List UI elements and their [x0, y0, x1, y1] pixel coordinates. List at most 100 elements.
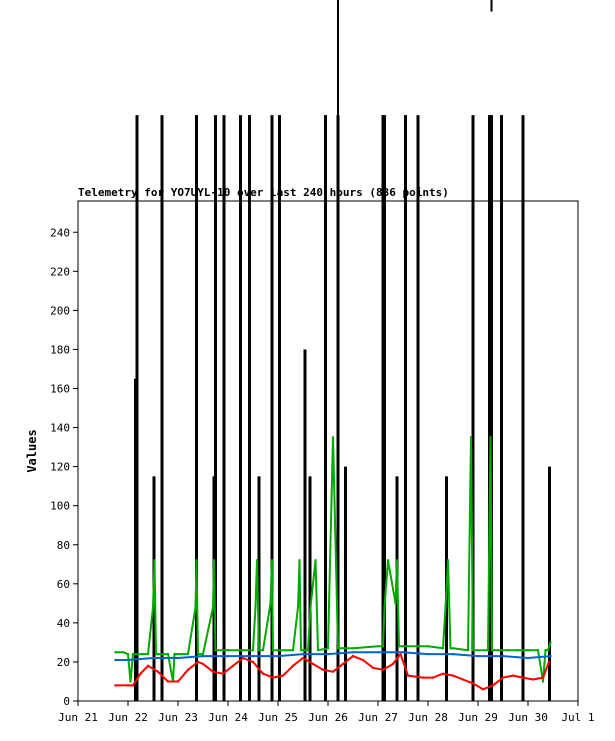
series-point-2	[526, 656, 530, 660]
series-point-1	[416, 645, 420, 648]
series-point-1	[196, 652, 200, 656]
series-point-3	[271, 676, 275, 679]
series-point-1	[466, 649, 470, 652]
series-point-1	[166, 652, 170, 656]
series-point-3	[146, 664, 150, 668]
x-tick-label: Jun 29	[458, 711, 498, 724]
series-point-3	[511, 674, 515, 677]
series-point-3	[231, 664, 235, 668]
series-point-1	[141, 652, 145, 656]
axes: 0 20 40 60 80 100 120 140 160 180 200 220 240 Jun 21 J…	[50, 226, 594, 724]
series-point-3	[521, 676, 525, 679]
series-point-3	[541, 676, 545, 679]
series-point-3	[471, 682, 475, 685]
series-point-1	[536, 649, 540, 652]
y-tick-label: 0	[63, 695, 70, 708]
series-point-2	[176, 656, 180, 660]
series-point-3	[461, 678, 465, 681]
series-point-1	[486, 649, 490, 652]
series-point-3	[166, 680, 170, 683]
series-point-1	[331, 436, 335, 439]
series-point-3	[381, 668, 385, 671]
series-point-1	[195, 559, 198, 562]
series-point-1	[261, 649, 265, 652]
series-point-1	[154, 652, 158, 656]
series-point-1	[271, 649, 275, 652]
series-point-1	[314, 559, 317, 562]
x-tick-label: Jun 27	[358, 711, 398, 724]
x-tick-label: Jun 28	[408, 711, 448, 724]
series-point-2	[301, 652, 305, 656]
series-point-3	[201, 662, 205, 666]
series-point-1	[394, 602, 397, 605]
y-tick-label: 80	[57, 539, 70, 552]
chart-title: Telemetry for YO7UYL-10 over last 240 ho…	[78, 186, 449, 199]
x-tick-label: Jul 1	[561, 711, 594, 724]
y-tick-label: 100	[50, 500, 70, 513]
x-tick-label: Jun 24	[208, 711, 248, 724]
series-point-1	[304, 649, 307, 652]
series-point-3	[251, 660, 255, 664]
x-tick-label: Jun 25	[258, 711, 298, 724]
series-point-1	[298, 559, 301, 562]
series-point-1	[146, 652, 150, 656]
series-point-1	[270, 559, 274, 562]
series-point-1	[376, 645, 380, 648]
series-point-3	[176, 680, 180, 683]
series-point-3	[421, 676, 425, 679]
series-point-2	[251, 654, 255, 658]
series-point-2	[426, 652, 430, 656]
series-point-3	[301, 656, 305, 660]
series-point-3	[451, 674, 455, 677]
series-point-1	[446, 559, 450, 562]
series-point-1	[257, 649, 261, 652]
series-point-1	[269, 602, 272, 605]
series-point-1	[397, 645, 401, 648]
series-point-1	[492, 649, 496, 652]
series-point-1	[490, 649, 494, 652]
x-tick-label: Jun 22	[108, 711, 148, 724]
series-point-3	[321, 668, 325, 671]
series-point-1	[129, 680, 132, 683]
series-point-1	[296, 606, 300, 609]
y-axis-label: Values	[25, 429, 39, 472]
series-point-3	[391, 662, 395, 666]
series-point-1	[351, 647, 355, 650]
series-point-1	[226, 649, 230, 652]
series-point-1	[383, 606, 386, 609]
y-tick-label: 220	[50, 265, 70, 278]
chart-marks	[114, 0, 552, 701]
series-line-3	[115, 653, 550, 691]
series-point-3	[501, 676, 505, 679]
series-point-1	[516, 649, 520, 652]
series-point-1	[212, 559, 216, 562]
series-point-3	[131, 684, 135, 687]
y-tick-label: 140	[50, 422, 70, 435]
series-point-3	[241, 656, 245, 660]
series-point-1	[496, 649, 500, 652]
series-point-3	[156, 670, 160, 673]
series-point-1	[276, 649, 280, 652]
series-point-1	[426, 645, 430, 648]
y-tick-label: 40	[57, 617, 70, 630]
series-point-2	[201, 654, 205, 658]
series-point-1	[126, 652, 130, 656]
y-tick-label: 200	[50, 304, 70, 317]
series-point-1	[214, 649, 217, 652]
series-point-1	[449, 647, 452, 650]
series-point-3	[311, 662, 315, 666]
series-point-1	[381, 645, 385, 648]
series-point-2	[501, 654, 505, 658]
series-point-3	[361, 658, 365, 662]
series-point-3	[139, 672, 142, 675]
series-point-2	[226, 654, 230, 658]
series-point-1	[201, 652, 205, 656]
series-point-3	[221, 672, 225, 675]
series-point-2	[276, 654, 280, 658]
series-point-2	[476, 654, 480, 658]
series-point-1	[549, 641, 552, 644]
series-point-2	[151, 656, 155, 660]
y-tick-label: 240	[50, 226, 70, 239]
series-point-1	[121, 650, 125, 654]
series-point-1	[506, 649, 510, 652]
